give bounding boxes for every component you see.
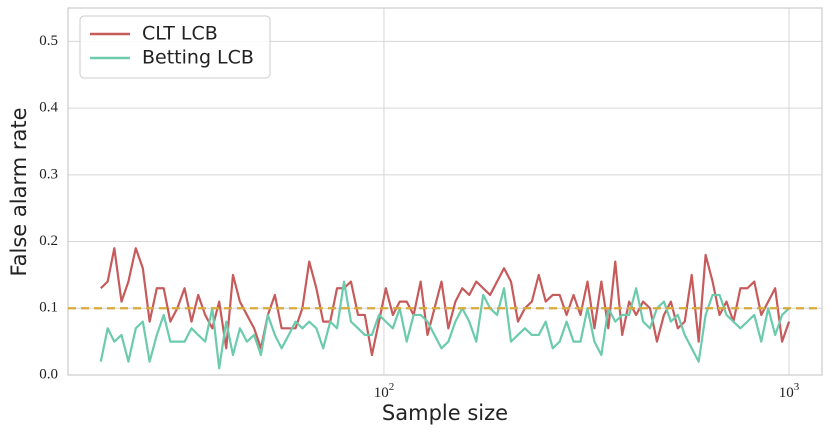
legend-box [79,15,271,79]
plot-frame [67,7,823,376]
x-tick-base: 10 [779,385,794,401]
legend-label: CLT LCB [142,23,218,45]
x-axis-label: Sample size [382,401,508,425]
y-tick-label: 0.2 [39,233,58,249]
series-line [99,280,790,370]
x-tick-exponent: 2 [389,381,395,393]
x-tick-base: 10 [374,385,389,401]
y-tick-label: 0.4 [39,100,58,116]
x-tick-exponent: 3 [794,381,800,393]
x-tick-label: 102 [374,381,395,402]
y-tick-label: 0.1 [39,300,58,316]
y-axis-label: False alarm rate [7,107,31,276]
series-line [100,247,791,357]
legend-label: Betting LCB [142,47,254,69]
y-tick-label: 0.3 [39,166,58,182]
y-tick-label: 0.0 [39,366,58,382]
y-tick-label: 0.5 [39,33,58,49]
x-tick-label: 103 [779,381,800,402]
